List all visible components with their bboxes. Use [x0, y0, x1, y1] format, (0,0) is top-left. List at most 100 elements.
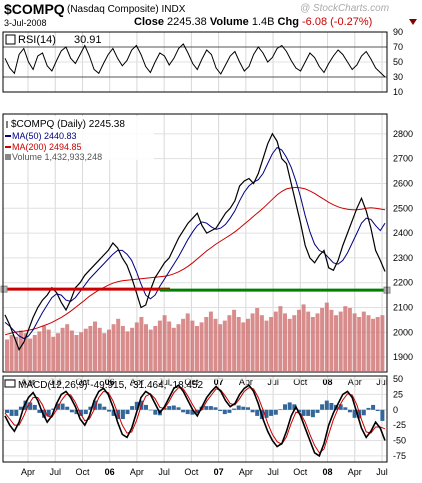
volume-bar — [14, 336, 19, 371]
volume-bar — [148, 329, 153, 371]
rsi-line — [4, 43, 386, 78]
volume-bar — [222, 320, 227, 371]
volume-bar — [306, 311, 311, 371]
volume-bar — [324, 302, 329, 371]
macd-histogram-bar — [185, 409, 190, 415]
volume-bar — [380, 315, 385, 371]
volume-bar — [213, 318, 218, 371]
price-legend-bg — [4, 116, 154, 160]
price-tick-label: 2100 — [393, 303, 413, 313]
volume-bar — [352, 313, 357, 371]
macd-histogram-bar — [171, 405, 176, 410]
volume-bar — [185, 313, 190, 371]
macd-histogram-bar — [32, 404, 37, 410]
macd-tick-label: 25 — [393, 389, 403, 399]
macd-histogram-bar — [255, 409, 260, 416]
macd-x-tick-label: Oct — [184, 467, 199, 477]
rsi-frame — [2, 31, 388, 93]
volume-bar — [23, 333, 28, 371]
volume-legend-swatch — [5, 154, 11, 160]
volume-bar — [199, 322, 204, 371]
price-frame — [2, 113, 388, 373]
macd-histogram-bar — [144, 404, 148, 410]
volume-bar — [334, 315, 338, 371]
macd-histogram-bar — [287, 402, 292, 410]
rsi-tick-label: 90 — [393, 27, 403, 37]
volume-bar — [139, 317, 144, 371]
macd-legend-box — [4, 379, 16, 388]
volume-bar — [232, 309, 237, 371]
volume-bar — [347, 308, 352, 371]
quote-date: 3-Jul-2008 — [4, 18, 47, 28]
price-tick-label: 2200 — [393, 278, 413, 288]
macd-x-tick-label: Oct — [75, 467, 90, 477]
volume-label: Volume — [209, 16, 249, 28]
price-tick-label: 2600 — [393, 178, 413, 188]
rsi-last-value: 30.91 — [74, 34, 102, 46]
volume-bar — [236, 317, 241, 371]
macd-histogram-bar — [5, 409, 9, 413]
macd-histogram-bar — [361, 409, 366, 416]
macd-histogram-bar — [292, 404, 297, 410]
macd-histogram-bar — [310, 409, 315, 418]
macd-x-tick-label: Jul — [158, 467, 170, 477]
volume-bar — [56, 333, 60, 371]
price-tick-label: 2800 — [393, 129, 413, 139]
macd-histogram-bar — [148, 409, 153, 411]
ma50-line — [4, 146, 386, 340]
macd-histogram-bar — [60, 403, 65, 410]
macd-tick-label: 0 — [393, 405, 398, 415]
price-tick-label: 2500 — [393, 203, 413, 213]
volume-bar — [297, 309, 301, 371]
volume-legend-label: Volume 1,432,933,248 — [12, 152, 102, 162]
macd-histogram-bar — [324, 400, 329, 410]
volume-bar — [153, 326, 158, 371]
volume-bar — [315, 313, 320, 371]
volume-bar — [120, 326, 125, 371]
volume-bar — [310, 317, 315, 371]
macd-histogram-bar — [232, 408, 237, 410]
macd-histogram-bar — [153, 409, 158, 415]
watermark: @ StockCharts.com — [300, 3, 390, 14]
volume-bar — [167, 321, 172, 371]
price-tick-label: 2000 — [393, 327, 413, 337]
volume-bar — [338, 311, 343, 371]
volume-bar — [301, 304, 306, 371]
macd-histogram-bar — [79, 409, 84, 416]
macd-histogram-bar — [283, 404, 287, 410]
volume-bar — [250, 313, 255, 371]
volume-bar — [218, 324, 223, 371]
price-tick-label: 2300 — [393, 253, 413, 263]
macd-histogram-bar — [329, 403, 334, 410]
macd-histogram-bar — [74, 409, 79, 415]
macd-tick-label: -25 — [393, 420, 406, 430]
macd-histogram-bar — [352, 409, 357, 418]
macd-tick-label: 50 — [393, 374, 403, 384]
volume-bar — [357, 317, 362, 371]
volume-bar — [287, 318, 292, 371]
macd-histogram-bar — [273, 409, 278, 415]
volume-bar — [366, 315, 371, 371]
volume-bar — [269, 317, 274, 371]
macd-histogram-bar — [130, 406, 135, 410]
volume-bar — [102, 333, 107, 371]
volume-bar — [74, 335, 79, 371]
price-tick-label: 2400 — [393, 228, 413, 238]
macd-histogram-bar — [301, 409, 306, 416]
macd-histogram-bar — [338, 404, 343, 410]
volume-bar — [320, 308, 325, 371]
volume-bar — [51, 336, 56, 371]
close-value: 2245.38 — [167, 16, 207, 28]
macd-histogram-bar — [88, 406, 93, 410]
volume-bar — [371, 318, 376, 371]
macd-histogram-bar — [93, 400, 97, 410]
macd-histogram-bar — [190, 409, 195, 415]
volume-bar — [32, 335, 37, 371]
macd-histogram-bar — [343, 407, 348, 410]
macd-histogram-bar — [246, 407, 250, 410]
volume-bar — [259, 315, 264, 371]
volume-bar — [204, 317, 209, 371]
macd-histogram-bar — [366, 407, 371, 410]
macd-histogram-bar — [204, 406, 209, 410]
volume-bar — [227, 315, 232, 371]
